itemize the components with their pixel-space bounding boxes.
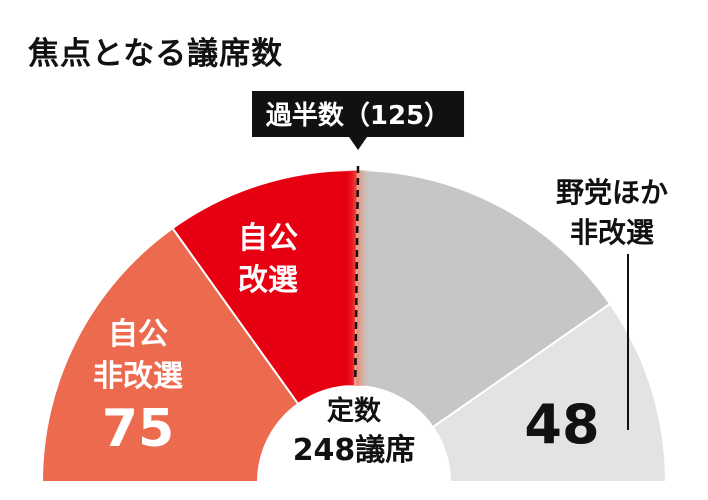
segment-0-label-line2: 非改選 [93,359,183,394]
center-label-line1: 定数 [327,395,382,427]
segment-2 [354,169,612,429]
majority-label-box [252,91,465,137]
center-label-line2: 248議席 [293,433,416,468]
segment-0 [40,226,300,483]
majority-pointer [349,137,368,150]
segment-1-label-line1: 自公 [238,221,298,256]
segment-3 [431,302,668,483]
segment-3-value: 48 [524,393,599,456]
segment-2-label-line1: 野党ほか [556,176,668,209]
segment-2-label-line2: 非改選 [570,216,654,249]
majority-label: 過半数（125） [266,101,450,131]
segment-0-value: 75 [102,399,174,459]
chart-title: 焦点となる議席数 [28,36,284,72]
majority-line [354,165,360,383]
segment-0-label-line1: 自公 [108,317,168,352]
segment-1-label-line2: 改選 [238,263,298,298]
segment-1 [171,169,359,406]
